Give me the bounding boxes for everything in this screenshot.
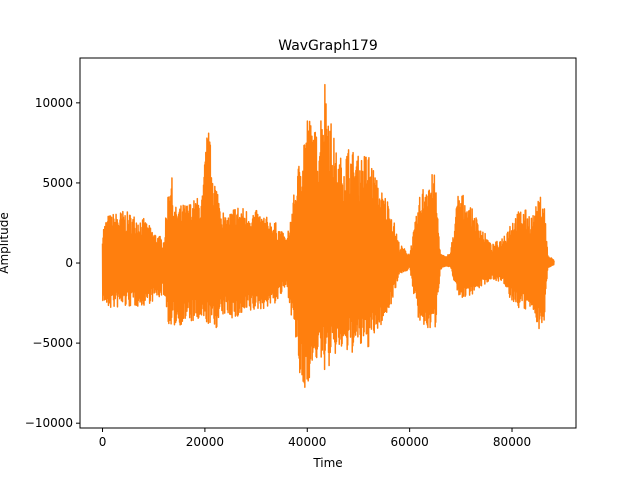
x-tick-label: 80000 [493,435,531,449]
x-axis: 0 20000 40000 60000 80000 [99,428,531,449]
x-axis-title: Time [312,456,342,470]
y-axis-title: Amplitude [0,212,11,274]
plot-frame [79,57,577,429]
chart-title: WavGraph179 [278,38,377,54]
x-tick-label: 60000 [391,435,429,449]
y-axis: −10000 −5000 0 5000 10000 [25,96,80,430]
y-tick-label: 5000 [42,176,73,190]
x-tick-label: 0 [99,435,107,449]
y-tick-label: 0 [65,256,73,270]
x-tick-label: 20000 [186,435,224,449]
x-tick-label: 40000 [288,435,326,449]
y-tick-label: 10000 [35,96,73,110]
y-tick-label: −5000 [32,336,73,350]
y-tick-label: −10000 [25,416,73,430]
series-layer [101,83,555,388]
waveform-line [101,83,555,388]
